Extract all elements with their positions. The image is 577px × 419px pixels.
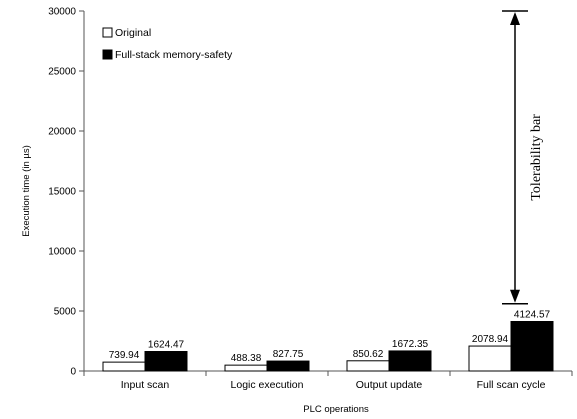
value-label-original-logic-execution: 488.38 [231, 353, 262, 364]
y-tick-label: 15000 [48, 187, 76, 198]
bar-full-stack-memory-safety-logic-execution [266, 360, 310, 372]
tolerability-annotation [502, 10, 528, 305]
bar-full-stack-memory-safety-output-update [388, 350, 432, 372]
category-label-logic-execution: Logic execution [231, 379, 304, 391]
legend-swatch-full-stack [102, 49, 113, 60]
bar-full-stack-memory-safety-input-scan [144, 351, 188, 372]
y-axis-ticks: 0 5000 10000 15000 20000 25000 30000 [48, 7, 84, 378]
tolerability-arrowhead-down [510, 289, 520, 303]
tolerability-arrowhead-up [510, 12, 520, 25]
bar-full-stack-memory-safety-full-scan-cycle [510, 321, 554, 372]
axes [83, 11, 572, 372]
value-label-original-full-scan-cycle: 2078.94 [472, 334, 509, 345]
legend-label-full-stack: Full-stack memory-safety [115, 49, 233, 61]
y-tick-label: 25000 [48, 67, 76, 78]
value-label-full-stack-memory-safety-logic-execution: 827.75 [273, 349, 304, 360]
bar-original-full-scan-cycle [468, 345, 512, 372]
category-label-full-scan-cycle: Full scan cycle [477, 379, 546, 391]
bar-original-input-scan [102, 361, 146, 372]
x-axis-title: PLC operations [303, 404, 369, 415]
y-tick-label: 5000 [54, 307, 77, 318]
tolerability-bar-label: Tolerability bar [529, 114, 544, 201]
y-tick-label: 20000 [48, 127, 76, 138]
y-tick-label: 10000 [48, 247, 76, 258]
category-label-output-update: Output update [356, 379, 423, 391]
legend: Original Full-stack memory-safety [102, 27, 233, 61]
value-label-original-output-update: 850.62 [353, 349, 384, 360]
x-axis-labels: Input scan Logic execution Output update Fu… [83, 371, 573, 391]
legend-swatch-original [102, 27, 113, 38]
y-axis-title: Execution time (in µs) [21, 145, 32, 237]
y-tick-label: 30000 [48, 7, 76, 18]
value-labels: 739.94 1624.47 488.38 827.75 850.62 1672.35 20… [109, 310, 551, 365]
y-tick-label: 0 [70, 367, 76, 378]
category-label-input-scan: Input scan [121, 379, 170, 391]
legend-label-original: Original [115, 27, 151, 39]
bars [102, 321, 554, 372]
value-label-full-stack-memory-safety-input-scan: 1624.47 [148, 340, 185, 351]
value-label-original-input-scan: 739.94 [109, 350, 140, 361]
value-label-full-stack-memory-safety-full-scan-cycle: 4124.57 [514, 310, 551, 321]
bar-original-logic-execution [224, 364, 268, 372]
value-label-full-stack-memory-safety-output-update: 1672.35 [392, 339, 429, 350]
bar-original-output-update [346, 360, 390, 372]
